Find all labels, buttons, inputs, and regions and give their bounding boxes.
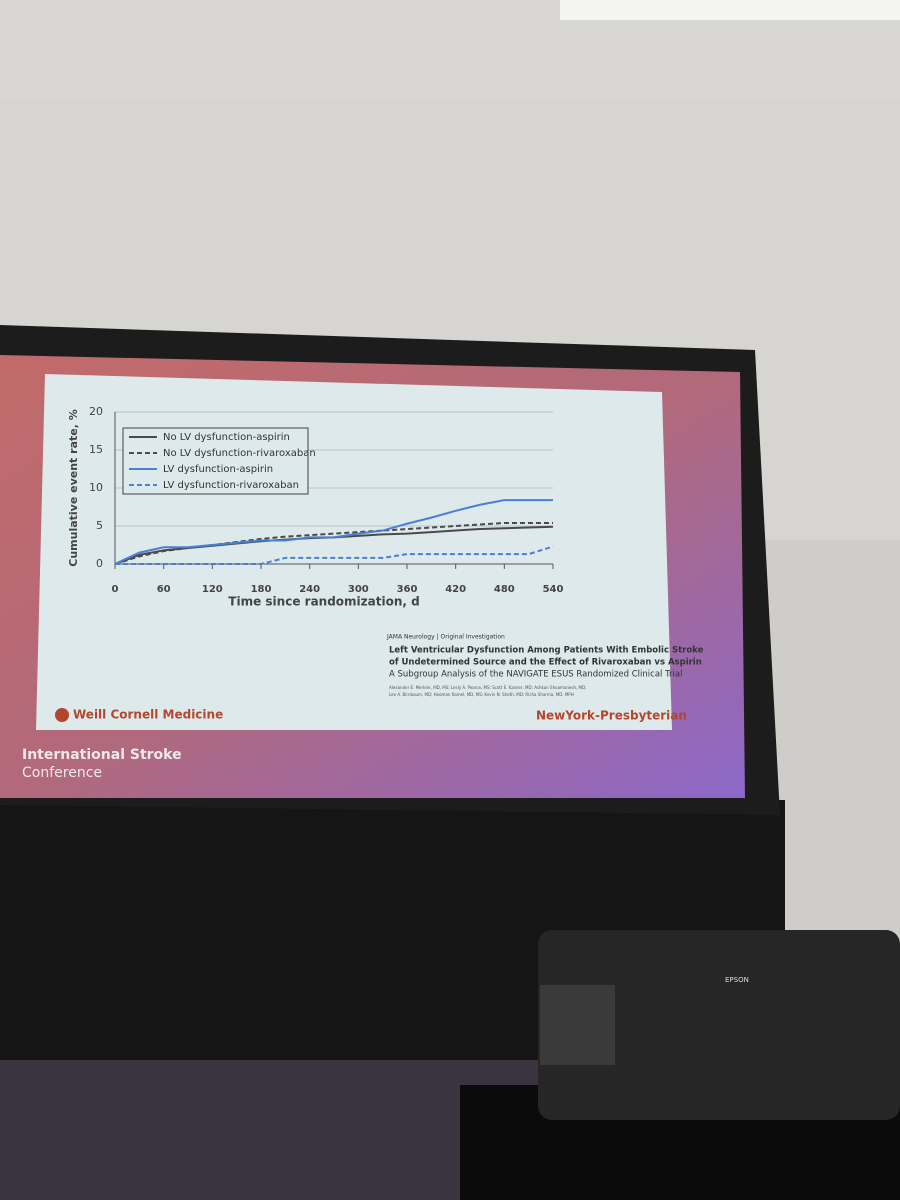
legend-label: LV dysfunction-aspirin	[163, 464, 273, 475]
y-tick-label: 5	[96, 519, 103, 532]
x-axis-label: Time since randomization, d	[228, 595, 419, 609]
y-tick-label: 10	[89, 481, 103, 494]
authors: Lee A. Birnbaum, MD; Hooman Kamel, MD, M…	[389, 692, 574, 697]
logo-icon	[55, 708, 69, 722]
brick-wall	[765, 540, 900, 940]
chart: 0 5 10 15 20 0 60 120 180 240 300 360 420 480 540 Time …	[67, 405, 563, 609]
y-axis-label: Cumulative event rate, %	[67, 409, 80, 567]
projector-vent	[540, 985, 615, 1065]
legend-box	[122, 427, 309, 495]
y-tick-label: 20	[89, 405, 103, 418]
y-tick-label: 15	[89, 443, 103, 456]
x-tick-label: 0	[112, 584, 119, 595]
x-tick-label: 300	[348, 584, 369, 595]
y-tick-label: 0	[96, 557, 103, 570]
legend-label: LV dysfunction-rivaroxaban	[163, 480, 299, 491]
article-title: Left Ventricular Dysfunction Among Patie…	[389, 646, 704, 656]
series-line	[115, 545, 554, 565]
legend-label: No LV dysfunction-aspirin	[163, 432, 290, 443]
x-tick-label: 240	[299, 584, 320, 595]
journal: JAMA Neurology | Original Investigation	[386, 634, 505, 641]
logo-right: NewYork-Presbyterian	[536, 709, 687, 723]
x-tick-label: 420	[445, 584, 466, 595]
legend-label: No LV dysfunction-rivaroxaban	[163, 448, 316, 459]
x-tick-label: 120	[202, 584, 223, 595]
x-tick-label: 360	[397, 584, 418, 595]
article-title: of Undetermined Source and the Effect of…	[389, 658, 702, 668]
projector	[538, 930, 900, 1120]
article-title: A Subgroup Analysis of the NAVIGATE ESUS…	[389, 670, 682, 680]
conference: International Stroke	[22, 747, 182, 763]
logo-left: Weill Cornell Medicine	[73, 708, 223, 722]
conference: Conference	[22, 765, 102, 781]
x-tick-label: 180	[251, 584, 272, 595]
x-tick-label: 480	[494, 584, 515, 595]
series-line	[114, 499, 553, 565]
x-tick-label: 540	[543, 584, 564, 595]
projector-brand: EPSON	[725, 976, 749, 984]
x-tick-label: 60	[157, 584, 171, 595]
ceiling-light	[560, 0, 900, 20]
authors: Alexander E. Merkler, MD, MS; Lesly A. P…	[389, 685, 586, 690]
